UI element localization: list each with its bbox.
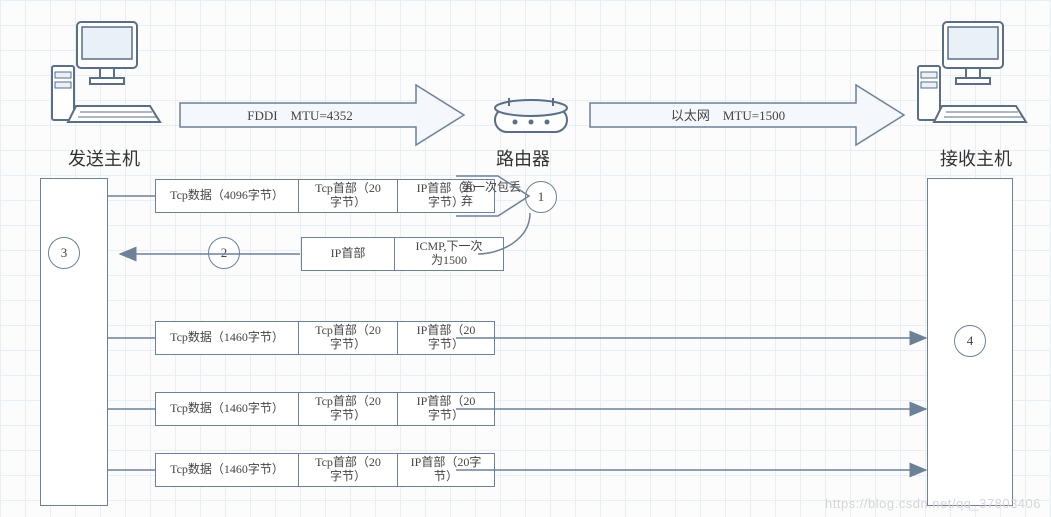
- row1-discard-note: 第一次包丢 弃: [461, 180, 527, 209]
- packet-row-4: Tcp数据（1460字节） Tcp首部（20 字节） IP首部（20 字节）: [155, 392, 495, 426]
- step-1-text: 1: [538, 189, 545, 205]
- router-icon: [495, 98, 567, 132]
- diagram-stage: 发送主机 路由器 接收主机 1 2 3 4 Tcp数据（4096字节） Tcp首…: [0, 0, 1051, 517]
- row2-cell-1: ICMP,下一次 为1500: [395, 237, 504, 271]
- step-circle-3: 3: [48, 237, 80, 269]
- step-circle-1: 1: [525, 181, 557, 213]
- row4-cell-1: Tcp首部（20 字节）: [299, 392, 398, 426]
- svg-overlay: FDDI MTU=4352 以太网 MTU=1500: [0, 0, 1051, 517]
- row3-cell-0: Tcp数据（1460字节）: [155, 321, 299, 355]
- row1-cell-0: Tcp数据（4096字节）: [155, 179, 299, 213]
- packet-row-1: Tcp数据（4096字节） Tcp首部（20 字节） IP首部（20 字节）: [155, 179, 495, 213]
- ethernet-arrow-text: 以太网 MTU=1500: [671, 108, 785, 123]
- receiver-computer-icon: [918, 22, 1026, 122]
- row5-cell-0: Tcp数据（1460字节）: [155, 453, 299, 487]
- row1-cell-1: Tcp首部（20 字节）: [299, 179, 398, 213]
- ethernet-arrow: 以太网 MTU=1500: [590, 85, 904, 145]
- watermark-text: https://blog.csdn.net/qq_37803406: [825, 496, 1041, 511]
- step-3-text: 3: [61, 245, 68, 261]
- row4-cell-2: IP首部（20 字节）: [398, 392, 495, 426]
- row5-cell-2: IP首部（20字 节）: [398, 453, 495, 487]
- packet-row-2: IP首部 ICMP,下一次 为1500: [301, 237, 504, 271]
- packet-row-5: Tcp数据（1460字节） Tcp首部（20 字节） IP首部（20字 节）: [155, 453, 495, 487]
- step-circle-2: 2: [208, 237, 240, 269]
- row2-cell-0: IP首部: [301, 237, 395, 271]
- row4-cell-0: Tcp数据（1460字节）: [155, 392, 299, 426]
- sender-stack-box: [40, 178, 108, 506]
- sender-computer-icon: [52, 22, 160, 122]
- sender-host-label: 发送主机: [68, 145, 140, 171]
- row3-cell-1: Tcp首部（20 字节）: [299, 321, 398, 355]
- receiver-host-label: 接收主机: [940, 145, 1012, 171]
- router-label: 路由器: [496, 145, 550, 171]
- step-2-text: 2: [221, 245, 228, 261]
- step-4-text: 4: [967, 333, 974, 349]
- fddi-arrow: FDDI MTU=4352: [180, 85, 464, 145]
- step-circle-4: 4: [954, 325, 986, 357]
- packet-row-3: Tcp数据（1460字节） Tcp首部（20 字节） IP首部（20 字节）: [155, 321, 495, 355]
- row5-cell-1: Tcp首部（20 字节）: [299, 453, 398, 487]
- fddi-arrow-text: FDDI MTU=4352: [247, 108, 353, 123]
- row3-cell-2: IP首部（20 字节）: [398, 321, 495, 355]
